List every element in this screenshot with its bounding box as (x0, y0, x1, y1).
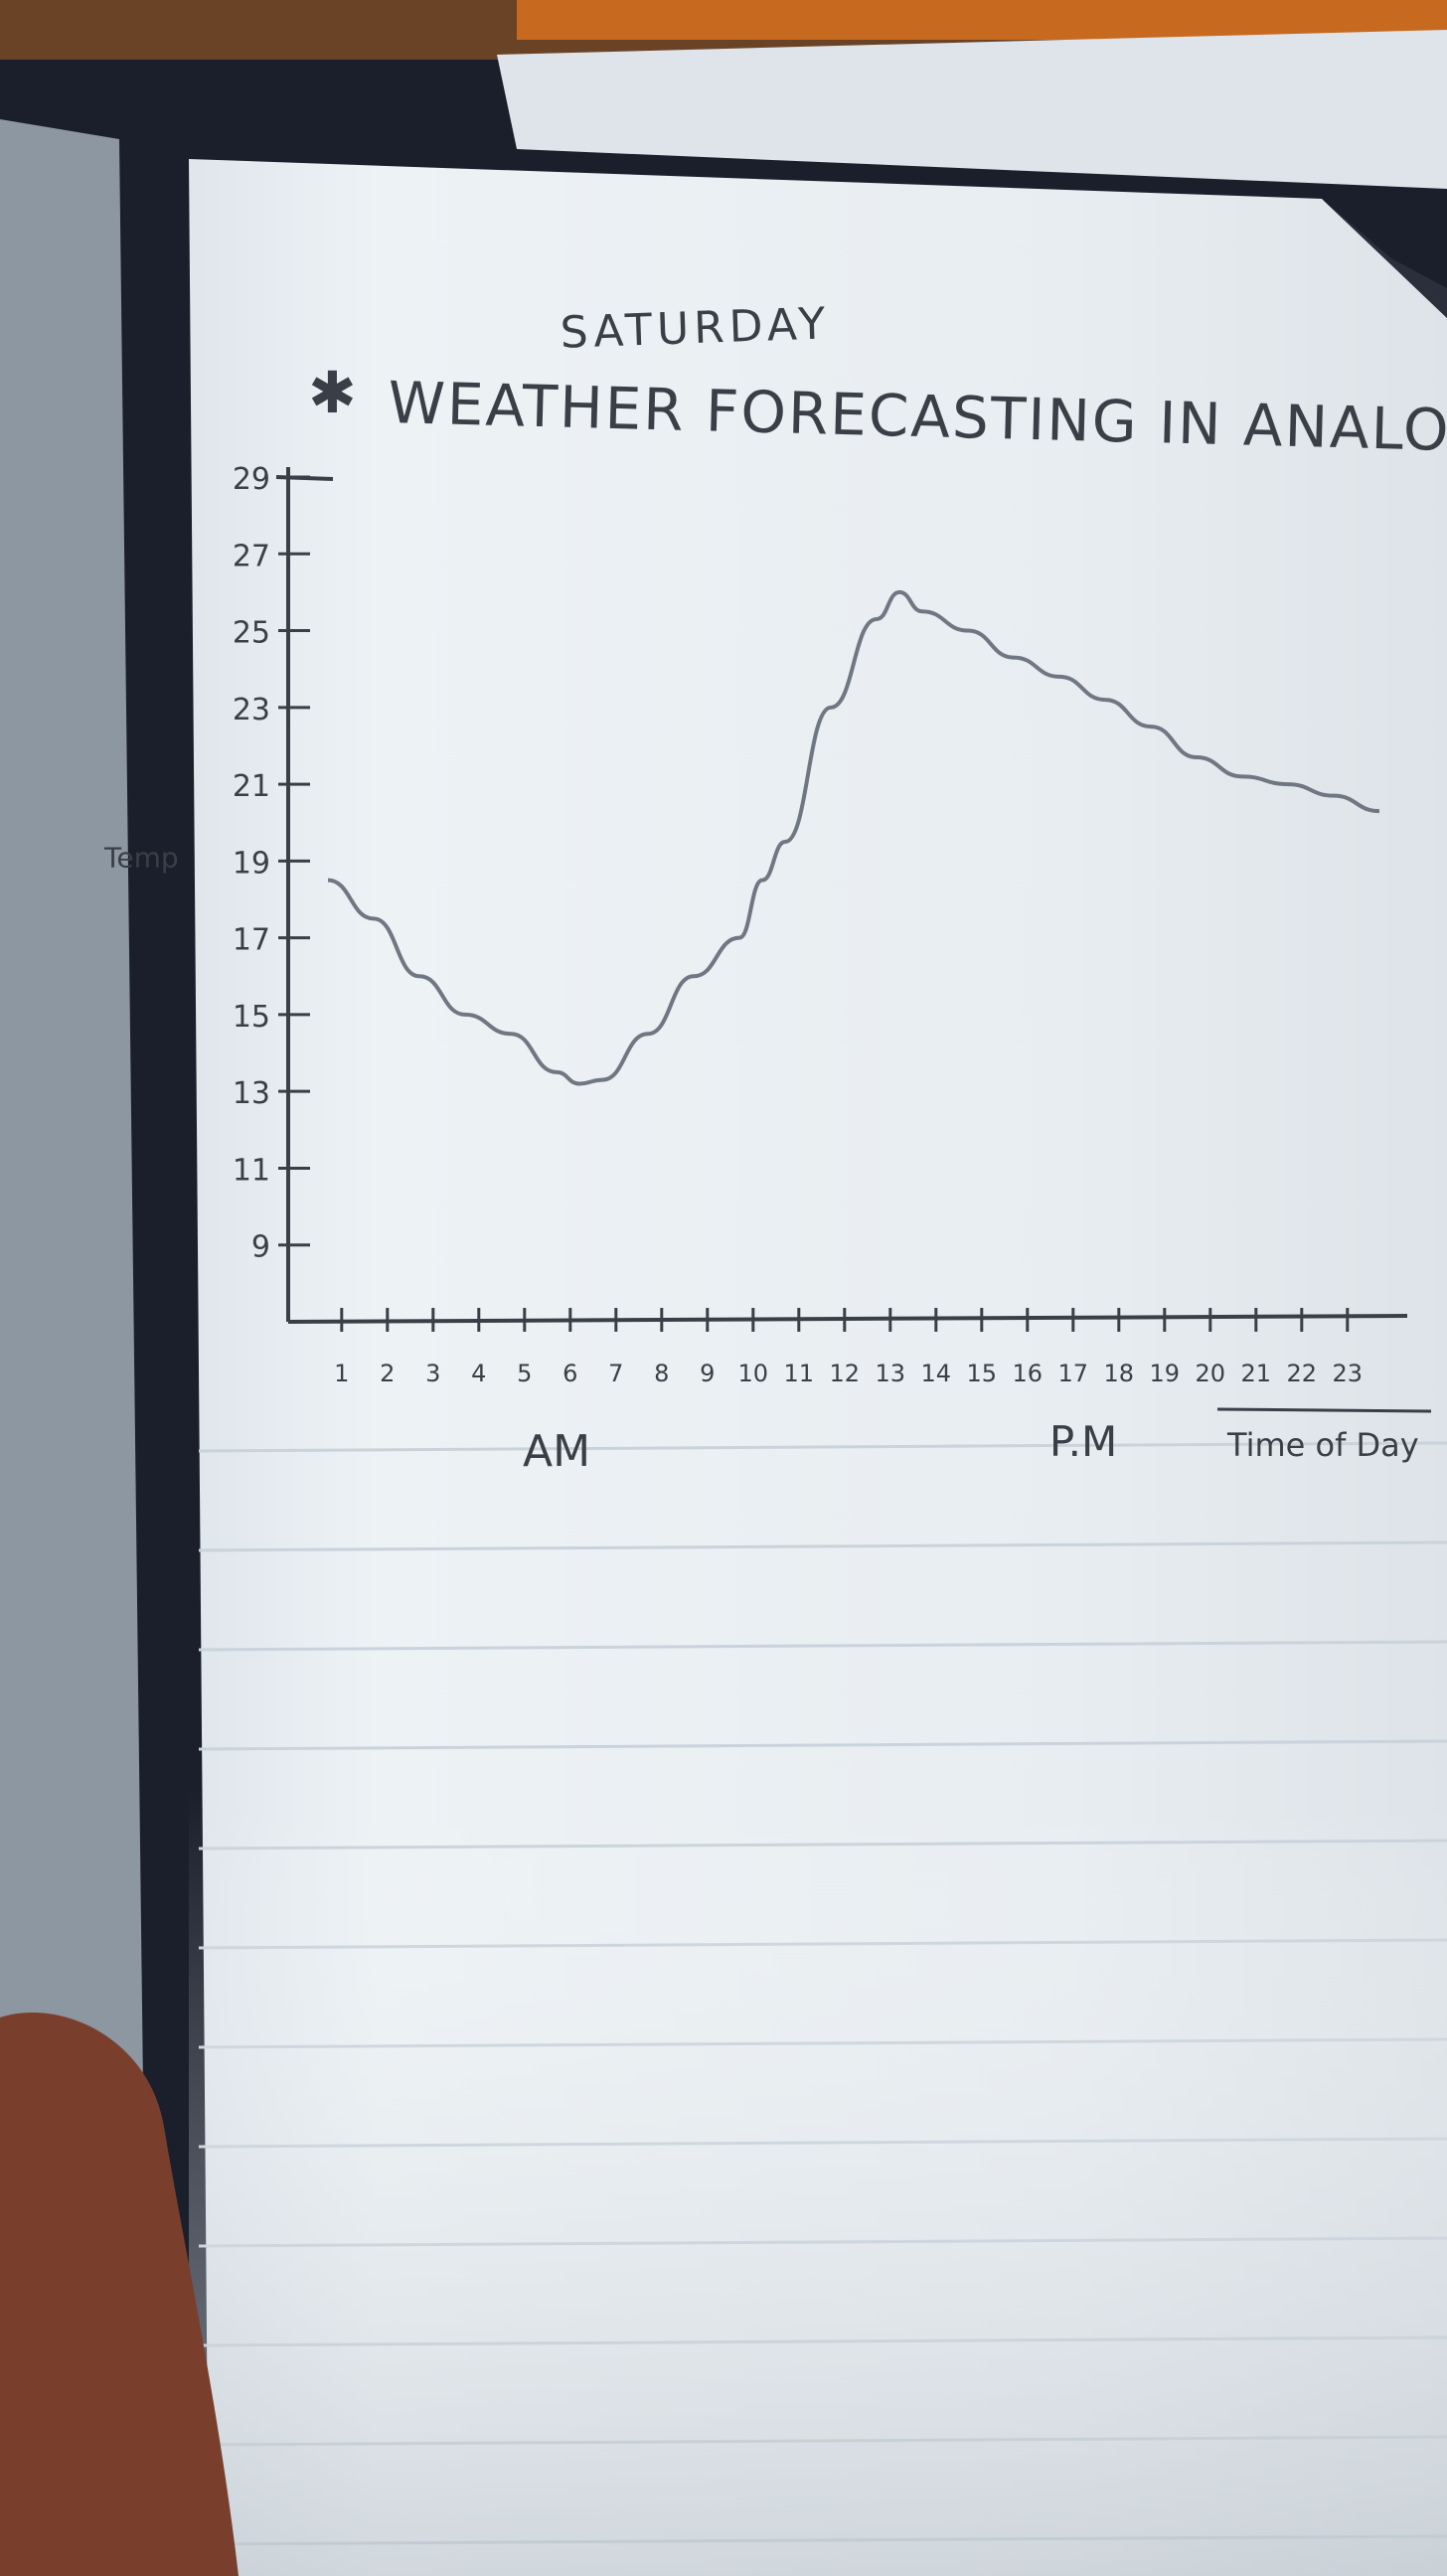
x-tick-label: 15 (967, 1360, 998, 1387)
paper-corner-shadow (1322, 199, 1447, 318)
x-axis-title-bar (1216, 1407, 1432, 1413)
y-tick-label: 21 (233, 769, 270, 804)
second-notebook-page (497, 30, 1447, 189)
x-tick-label: 11 (784, 1360, 815, 1387)
y-tick-label: 27 (233, 539, 270, 573)
y-tick-label: 11 (233, 1153, 270, 1188)
x-tick-label: 2 (380, 1360, 395, 1387)
x-tick-label: 9 (700, 1360, 715, 1387)
y-tick-label: 25 (233, 616, 270, 651)
ruled-line (198, 1640, 1447, 1652)
x-tick-label: 14 (921, 1360, 952, 1387)
am-label: AM (523, 1426, 590, 1477)
y-tick-label: 13 (233, 1076, 270, 1111)
x-tick-label: 22 (1287, 1360, 1318, 1387)
x-tick-label: 12 (830, 1360, 861, 1387)
x-tick-label: 7 (608, 1360, 623, 1387)
y-axis-label: Temp (103, 841, 179, 874)
x-tick-label: 6 (563, 1360, 577, 1387)
y-tick-label: 23 (233, 693, 270, 727)
x-tick-label: 16 (1013, 1360, 1044, 1387)
ruled-line (198, 1739, 1447, 1751)
x-tick-label: 20 (1196, 1360, 1226, 1387)
paper-shadow (189, 1789, 1447, 2576)
x-tick-label: 19 (1150, 1360, 1181, 1387)
ruled-line (198, 1540, 1447, 1552)
x-tick-label: 21 (1241, 1360, 1272, 1387)
y-tick-label: 29 (233, 462, 270, 497)
x-tick-label: 18 (1104, 1360, 1135, 1387)
x-tick-label: 23 (1333, 1360, 1364, 1387)
x-axis (287, 1314, 1408, 1324)
x-tick-label: 17 (1058, 1360, 1089, 1387)
x-tick-label: 5 (517, 1360, 532, 1387)
heading-day: SATURDAY (560, 298, 831, 358)
y-tick-label: 9 (251, 1230, 270, 1265)
x-tick-label: 13 (876, 1360, 906, 1387)
x-axis-label: Time of Day (1226, 1426, 1419, 1464)
orange-object (517, 0, 1447, 40)
left-page-edge (0, 119, 149, 2576)
x-tick-label: 4 (471, 1360, 486, 1387)
y-tick-label: 19 (233, 846, 270, 881)
x-tick-label: 1 (334, 1360, 349, 1387)
x-tick-label: 10 (738, 1360, 769, 1387)
pm-label: P.M (1049, 1417, 1117, 1466)
y-tick-label: 17 (233, 923, 270, 958)
x-tick-label: 8 (654, 1360, 669, 1387)
y-tick-label: 15 (233, 1000, 270, 1035)
ruled-line (198, 1441, 1447, 1453)
temperature-line (327, 589, 1380, 1086)
star-icon: ✱ (308, 359, 357, 426)
x-tick-label: 3 (425, 1360, 440, 1387)
thumb (0, 2012, 239, 2576)
